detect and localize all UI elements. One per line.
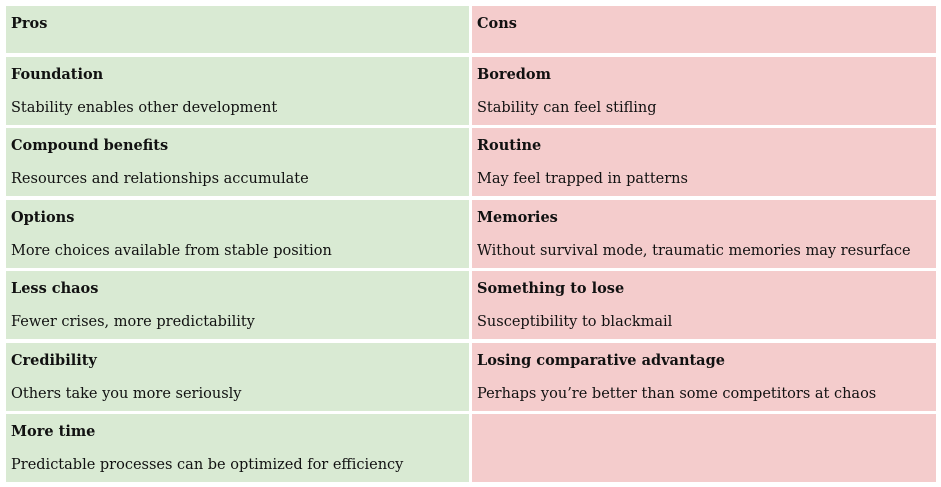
- item-title: Routine: [477, 137, 542, 155]
- item-title: Options: [11, 208, 75, 226]
- item-text: Stability enables other development: [11, 100, 278, 116]
- header-cell: Pros: [6, 6, 469, 53]
- con-cell: Memories Without survival mode, traumatic…: [472, 199, 936, 268]
- item-text: Perhaps you’re better than some competit…: [477, 385, 877, 402]
- header-text: Pros: [11, 15, 48, 32]
- item-text: Resources and relationships accumulate: [11, 171, 309, 188]
- item-text: Susceptibility to blackmail: [477, 314, 673, 331]
- item-text: Stability can feel stifling: [477, 100, 657, 116]
- con-cell: Something to lose Susceptibility to black…: [472, 271, 936, 340]
- item-title: Something to lose: [477, 280, 625, 298]
- pro-cell: Options More choices available from stabl…: [6, 199, 469, 268]
- pro-cell: Foundation Stability enables other develo…: [6, 57, 469, 125]
- pro-cell: Compound benefits Resources and relations…: [6, 128, 469, 197]
- item-title: Foundation: [11, 66, 104, 83]
- item-text: Others take you more seriously: [11, 385, 242, 402]
- item-title: Less chaos: [11, 280, 99, 298]
- con-cell: Boredom Stability can feel stifling: [472, 57, 936, 125]
- item-title: Credibility: [11, 351, 97, 369]
- pro-cell: More time Predictable processes can be op…: [6, 414, 469, 482]
- header-text: Cons: [477, 15, 517, 32]
- item-text: Predictable processes can be optimized f…: [11, 457, 404, 473]
- item-title: Memories: [477, 208, 558, 226]
- header-cell: Cons: [472, 6, 936, 53]
- item-text: More choices available from stable posit…: [11, 242, 332, 259]
- item-text: Fewer crises, more predictability: [11, 314, 255, 331]
- item-title: Boredom: [477, 66, 551, 83]
- con-cell: Losing comparative advantage Perhaps you’…: [472, 342, 936, 411]
- pro-cell: Credibility Others take you more seriousl…: [6, 342, 469, 411]
- item-title: Compound benefits: [11, 137, 169, 155]
- pro-cell: Less chaos Fewer crises, more predictabil…: [6, 271, 469, 340]
- con-cell: Routine May feel trapped in patterns: [472, 128, 936, 197]
- item-title: Losing comparative advantage: [477, 351, 725, 369]
- con-cell: [472, 414, 936, 482]
- item-title: More time: [11, 423, 96, 440]
- item-text: May feel trapped in patterns: [477, 171, 688, 188]
- item-text: Without survival mode, traumatic memorie…: [477, 242, 911, 259]
